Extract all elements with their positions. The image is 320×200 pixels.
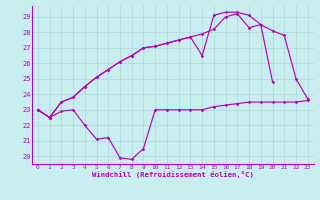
X-axis label: Windchill (Refroidissement éolien,°C): Windchill (Refroidissement éolien,°C) [92, 171, 254, 178]
